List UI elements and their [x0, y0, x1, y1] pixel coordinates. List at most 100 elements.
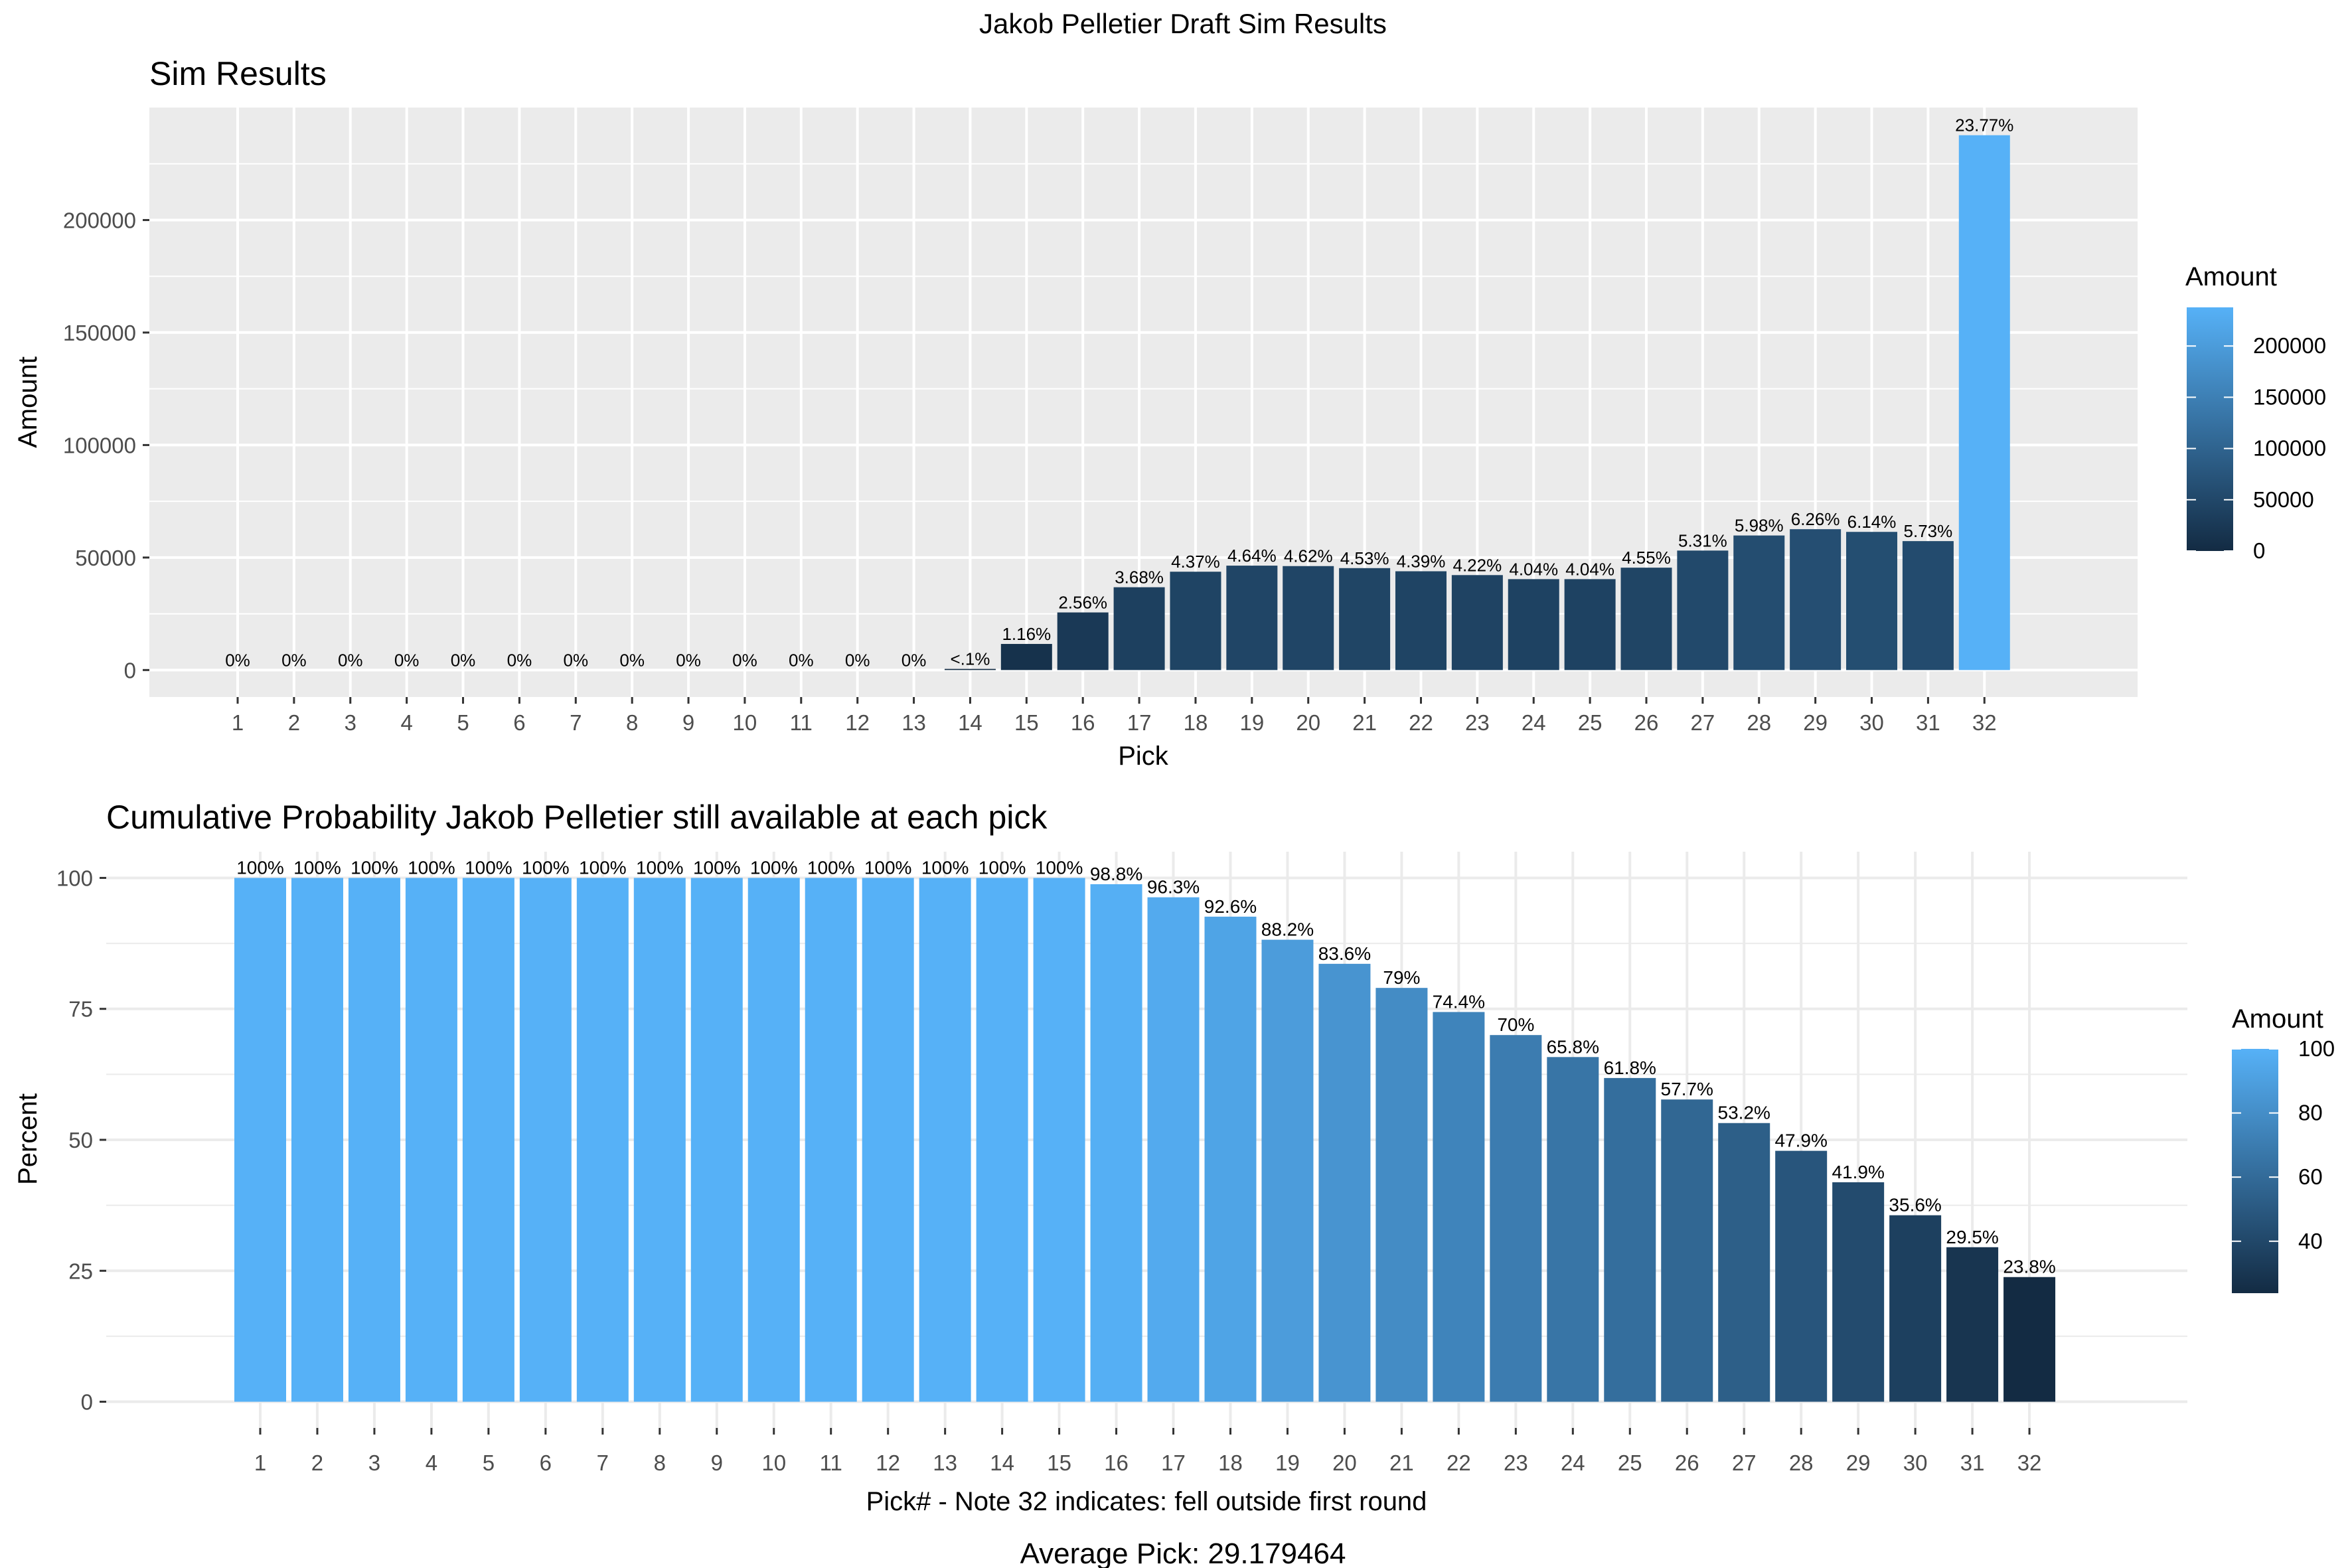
- bar-pick-14: [976, 878, 1028, 1402]
- data-label-pick-24: 4.04%: [1509, 559, 1558, 579]
- bar-pick-29: [1790, 529, 1842, 670]
- data-label-pick-11: 100%: [807, 857, 855, 878]
- x-tick-label: 19: [1275, 1450, 1300, 1475]
- cumulative-title: Cumulative Probability Jakob Pelletier s…: [106, 799, 1048, 836]
- data-label-pick-22: 74.4%: [1433, 991, 1485, 1012]
- bar-pick-29: [1832, 1182, 1885, 1402]
- x-tick-label: 26: [1675, 1450, 1699, 1475]
- data-label-pick-21: 4.53%: [1340, 548, 1389, 568]
- sim-results-legend-ticks: 0 50000 100000 150000 200000: [2187, 333, 2326, 563]
- bar-pick-22: [1433, 1012, 1485, 1402]
- cumulative-legend-colorbar: [2232, 1049, 2278, 1293]
- data-label-pick-28: 5.98%: [1735, 516, 1784, 536]
- data-label-pick-23: 4.22%: [1452, 555, 1502, 575]
- bar-pick-11: [805, 878, 857, 1402]
- bar-pick-22: [1395, 571, 1447, 670]
- x-tick-label: 5: [483, 1450, 495, 1475]
- data-label-pick-30: 6.14%: [1847, 512, 1897, 532]
- data-label-pick-1: 100%: [236, 857, 284, 878]
- x-tick-label: 13: [933, 1450, 957, 1475]
- data-label-pick-7: 100%: [579, 857, 627, 878]
- sim-results-y-axis-label: Amount: [13, 356, 42, 448]
- sim-results-legend: Amount 0 50000 100000 150000 200000: [2185, 262, 2326, 563]
- legend-tick-label: 200000: [2253, 333, 2326, 358]
- bar-pick-28: [1733, 535, 1785, 670]
- x-tick-label: 3: [345, 710, 356, 735]
- bar-pick-6: [519, 878, 572, 1402]
- bar-pick-1: [234, 878, 286, 1402]
- bar-pick-32: [2003, 1277, 2056, 1402]
- cumulative-probability-chart: Cumulative Probability Jakob Pelletier s…: [13, 799, 2335, 1516]
- bar-pick-23: [1490, 1035, 1542, 1402]
- cumulative-bars: [234, 878, 2056, 1402]
- data-label-pick-15: 1.16%: [1002, 624, 1051, 644]
- x-tick-label: 30: [1859, 710, 1884, 735]
- y-tick-label: 200000: [63, 208, 136, 232]
- x-tick-label: 4: [426, 1450, 437, 1475]
- bar-pick-30: [1846, 532, 1898, 670]
- x-tick-label: 17: [1127, 710, 1152, 735]
- x-tick-label: 12: [876, 1450, 900, 1475]
- data-label-pick-22: 4.39%: [1397, 552, 1446, 572]
- bar-pick-17: [1113, 587, 1165, 670]
- cumulative-legend: Amount 40 60 80 100: [2232, 1004, 2335, 1293]
- x-tick-label: 24: [1561, 1450, 1585, 1475]
- cumulative-y-axis: 0 25 50 75 100: [56, 866, 106, 1415]
- bar-pick-18: [1204, 916, 1257, 1402]
- x-tick-label: 27: [1691, 710, 1715, 735]
- data-label-pick-26: 57.7%: [1661, 1079, 1713, 1099]
- data-label-pick-13: 0%: [902, 650, 927, 670]
- x-tick-label: 22: [1409, 710, 1433, 735]
- data-label-pick-12: 100%: [864, 857, 912, 878]
- x-tick-label: 1: [232, 710, 244, 735]
- x-tick-label: 10: [733, 710, 757, 735]
- x-tick-label: 10: [761, 1450, 786, 1475]
- x-tick-label: 4: [400, 710, 412, 735]
- cumulative-x-axis: 1 2 3 4 5 6 7 8 9 10 11 12 13 14 15 16 17 18 19 20 21 22 23 24 2…: [254, 1428, 2041, 1475]
- bar-pick-31: [1902, 541, 1954, 670]
- data-label-pick-31: 5.73%: [1904, 521, 1953, 541]
- x-tick-label: 30: [1903, 1450, 1928, 1475]
- data-label-pick-11: 0%: [789, 650, 814, 670]
- x-tick-label: 16: [1071, 710, 1095, 735]
- x-tick-label: 11: [790, 710, 813, 735]
- x-tick-label: 7: [597, 1450, 609, 1475]
- data-label-pick-21: 79%: [1383, 967, 1420, 988]
- data-label-pick-27: 5.31%: [1678, 530, 1727, 550]
- x-tick-label: 15: [1014, 710, 1039, 735]
- bar-pick-21: [1375, 988, 1428, 1402]
- sim-results-x-axis: 1 2 3 4 5 6 7 8 9 10 11 12 13 14 15 16 17 18 19 20 21 22 23 24 2…: [232, 697, 1997, 735]
- data-label-pick-4: 0%: [394, 650, 420, 670]
- sim-results-title: Sim Results: [149, 55, 327, 92]
- data-label-pick-6: 0%: [507, 650, 532, 670]
- bar-pick-25: [1604, 1077, 1656, 1402]
- bar-pick-15: [1033, 878, 1085, 1402]
- y-tick-label: 25: [68, 1259, 93, 1283]
- data-label-pick-18: 92.6%: [1204, 896, 1257, 917]
- data-label-pick-28: 47.9%: [1774, 1131, 1827, 1151]
- x-tick-label: 25: [1618, 1450, 1642, 1475]
- y-tick-label: 50000: [75, 546, 136, 570]
- data-label-pick-5: 100%: [465, 857, 512, 878]
- bar-pick-7: [576, 878, 629, 1402]
- x-tick-label: 17: [1161, 1450, 1186, 1475]
- bar-pick-30: [1889, 1215, 1942, 1402]
- x-tick-label: 2: [311, 1450, 323, 1475]
- x-tick-label: 21: [1352, 710, 1377, 735]
- bar-pick-14: [944, 668, 996, 670]
- data-label-pick-13: 100%: [921, 857, 969, 878]
- legend-tick-label: 50000: [2253, 487, 2314, 512]
- y-tick-label: 100: [56, 866, 93, 890]
- data-label-pick-29: 6.26%: [1791, 509, 1840, 529]
- x-tick-label: 20: [1332, 1450, 1357, 1475]
- x-tick-label: 31: [1916, 710, 1940, 735]
- x-tick-label: 26: [1634, 710, 1659, 735]
- data-label-pick-3: 0%: [338, 650, 363, 670]
- x-tick-label: 8: [626, 710, 638, 735]
- data-label-pick-2: 0%: [281, 650, 307, 670]
- data-label-pick-16: 2.56%: [1058, 593, 1107, 613]
- bar-pick-17: [1147, 897, 1200, 1402]
- x-tick-label: 9: [682, 710, 694, 735]
- data-label-pick-24: 65.8%: [1547, 1036, 1599, 1057]
- x-tick-label: 22: [1447, 1450, 1471, 1475]
